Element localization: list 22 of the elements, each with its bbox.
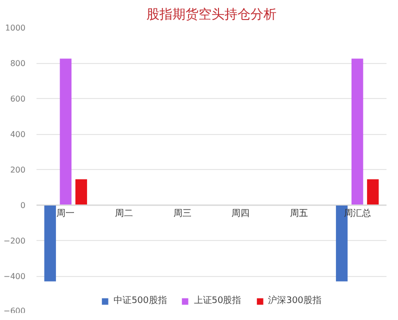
x-tick-label: 周三	[173, 208, 192, 219]
x-tick-label: 周四	[232, 208, 250, 219]
legend-label: 中证500股指	[114, 294, 167, 307]
chart-title: 股指期货空头持仓分析	[146, 8, 276, 22]
legend-label: 上证50股指	[194, 294, 242, 307]
y-tick-label: 400	[10, 130, 26, 139]
legend-label: 沪深300股指	[268, 294, 322, 307]
x-tick-label: 周一	[56, 208, 75, 219]
x-tick-label: 周五	[290, 208, 308, 219]
bar	[352, 58, 364, 205]
y-tick-label: 800	[10, 59, 26, 68]
y-tick-label: 600	[10, 94, 26, 104]
bar	[367, 179, 379, 205]
y-tick-label: −200	[4, 236, 26, 246]
bar	[75, 179, 88, 205]
bar	[60, 58, 72, 205]
bar	[44, 205, 56, 282]
y-tick-label: 1000	[5, 24, 26, 32]
y-tick-label: 200	[10, 166, 26, 174]
x-tick-label: 周二	[115, 208, 133, 219]
y-tick-label: 0	[20, 201, 26, 210]
y-tick-label: −400	[4, 272, 26, 281]
